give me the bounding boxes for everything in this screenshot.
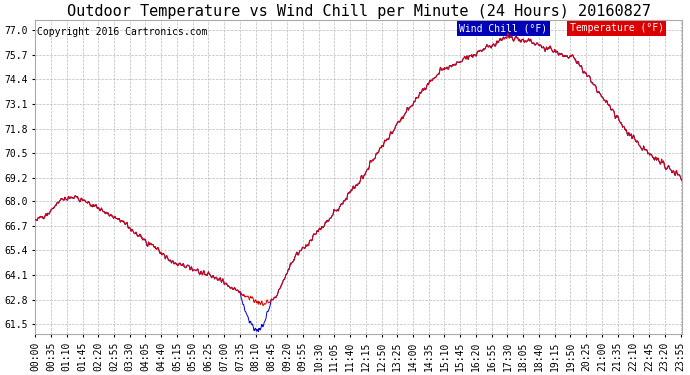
Text: Wind Chill (°F): Wind Chill (°F) [459, 24, 547, 33]
Text: Temperature (°F): Temperature (°F) [570, 24, 664, 33]
Title: Outdoor Temperature vs Wind Chill per Minute (24 Hours) 20160827: Outdoor Temperature vs Wind Chill per Mi… [67, 4, 651, 19]
Text: Copyright 2016 Cartronics.com: Copyright 2016 Cartronics.com [37, 27, 207, 37]
